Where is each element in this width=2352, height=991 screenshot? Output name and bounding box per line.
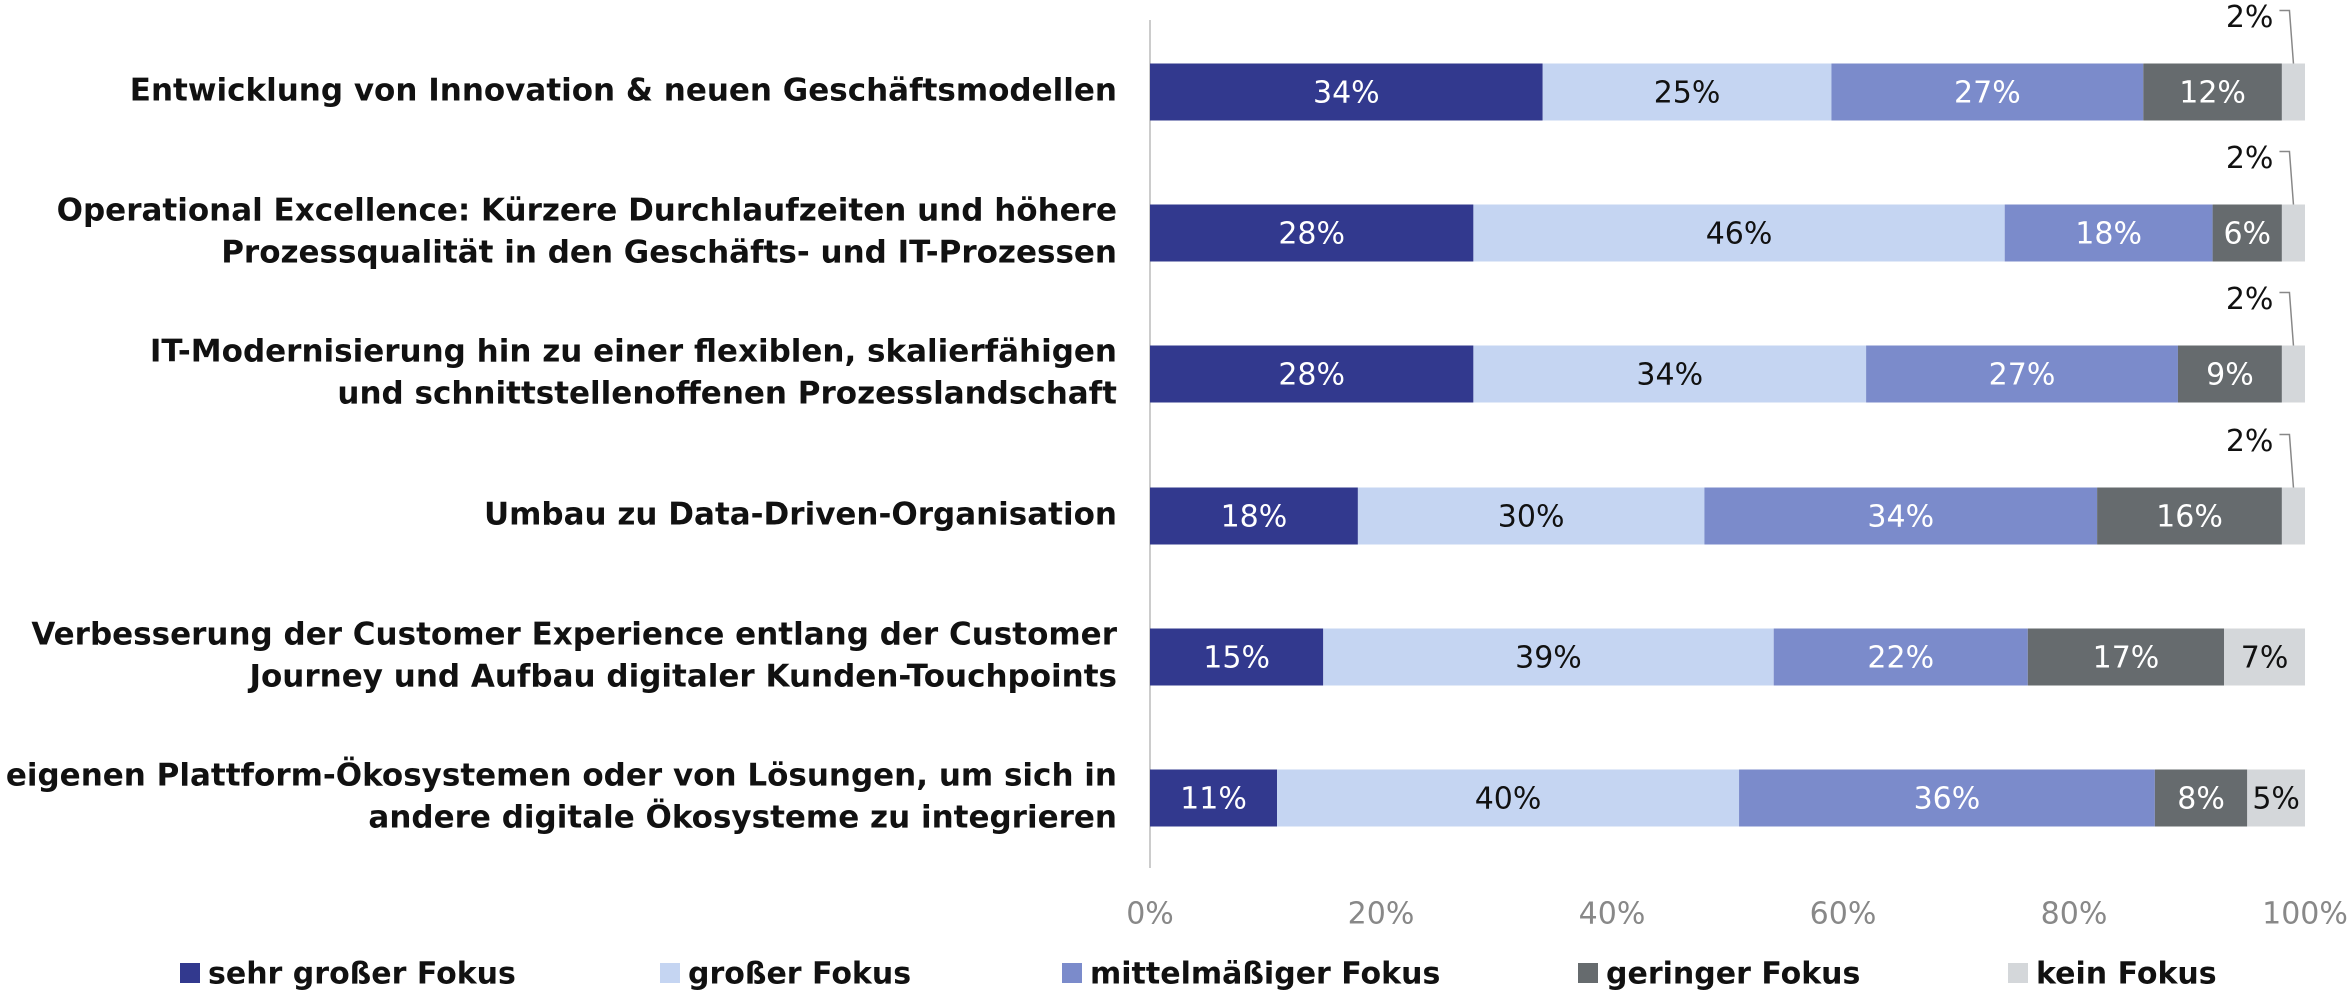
category-label: und schnittstellenoffenen Prozesslandsch… [337,376,1117,412]
category-label: Prozessqualität in den Geschäfts- und IT… [221,235,1117,271]
legend-swatch [2008,963,2028,983]
leader-line [2279,291,2295,346]
legend-label: großer Fokus [688,957,911,991]
bar-segment [1542,63,1832,121]
category-label: Aufbau von eigenen Plattform-Ökosystemen… [0,757,1117,794]
category-label: Journey und Aufbau digitaler Kunden-Touc… [247,659,1117,695]
value-label: 6% [2223,217,2271,252]
bar-segment [1323,628,1774,686]
legend-label: geringer Fokus [1606,957,1860,991]
bar-segment [1150,628,1324,686]
bar-segment [1357,487,1705,545]
value-label: 34% [1636,358,1703,393]
leader-line [2279,433,2295,488]
value-label: 36% [1914,782,1981,817]
bar-segment [1277,769,1740,827]
value-label: 7% [2241,641,2289,676]
value-label: 2% [2226,0,2274,35]
bar-segment [2212,204,2282,262]
bar-segment [2247,769,2305,827]
bar-segment [2004,204,2213,262]
x-tick-label: 100% [2262,897,2348,932]
value-label: 28% [1278,358,1345,393]
category-label: IT-Modernisierung hin zu einer flexiblen… [150,334,1117,370]
bar-segment [1831,63,2144,121]
value-label: 12% [2179,76,2246,111]
bar-segment [2027,628,2225,686]
legend-label: mittelmäßiger Fokus [1090,957,1440,991]
legend-swatch [1062,963,1082,983]
bar-segment [1473,204,2005,262]
bar-segment [2143,63,2282,121]
category-label: Operational Excellence: Kürzere Durchlau… [57,193,1117,229]
value-label: 27% [1954,76,2021,111]
bar-segment [1866,345,2178,403]
x-tick-label: 40% [1579,897,1646,932]
value-label: 2% [2226,141,2274,176]
value-label: 15% [1203,641,1270,676]
legend-swatch [660,963,680,983]
leader-line [2279,150,2295,205]
value-label: 39% [1515,641,1582,676]
value-label: 8% [2177,782,2225,817]
value-label: 25% [1654,76,1721,111]
value-label: 34% [1867,500,1934,535]
value-label: 27% [1989,358,2056,393]
bar-segment [2097,487,2282,545]
legend-swatch [1578,963,1598,983]
value-label: 5% [2252,782,2300,817]
x-tick-label: 20% [1348,897,1415,932]
category-label: Verbesserung der Customer Experience ent… [31,617,1117,653]
bar-segment [2154,769,2248,827]
value-label: 18% [2075,217,2142,252]
value-label: 40% [1475,782,1542,817]
x-tick-label: 0% [1126,897,1174,932]
value-label: 2% [2226,282,2274,317]
value-label: 34% [1313,76,1380,111]
value-label: 16% [2156,500,2223,535]
category-label: andere digitale Ökosysteme zu integriere… [368,799,1117,836]
bar-segment [2281,487,2305,545]
value-label: 28% [1278,217,1345,252]
value-label: 30% [1498,500,1565,535]
bar-segment [1150,63,1543,121]
value-label: 18% [1221,500,1288,535]
bar-segment [2281,345,2305,403]
legend-swatch [180,963,200,983]
value-label: 22% [1867,641,1934,676]
legend-label: sehr großer Fokus [208,957,516,991]
bar-segment [1150,769,1278,827]
bar-segment [1150,487,1358,545]
bar-segment [1150,345,1474,403]
value-label: 2% [2226,424,2274,459]
x-tick-label: 60% [1810,897,1877,932]
legend-label: kein Fokus [2036,957,2217,991]
x-tick-label: 80% [2041,897,2108,932]
bar-segment [1704,487,2098,545]
value-label: 11% [1180,782,1247,817]
bar-segment [1739,769,2155,827]
leader-line [2279,9,2295,64]
bar-segment [1773,628,2028,686]
value-label: 46% [1706,217,1773,252]
bar-segment [2224,628,2305,686]
category-label: Umbau zu Data-Driven-Organisation [484,497,1117,533]
bar-segment [1150,204,1474,262]
bar-segment [2281,63,2305,121]
value-label: 17% [2093,641,2160,676]
bar-segment [2281,204,2305,262]
value-label: 9% [2206,358,2254,393]
bar-segment [2177,345,2282,403]
bar-segment [1473,345,1867,403]
category-label: Entwicklung von Innovation & neuen Gesch… [130,73,1117,109]
